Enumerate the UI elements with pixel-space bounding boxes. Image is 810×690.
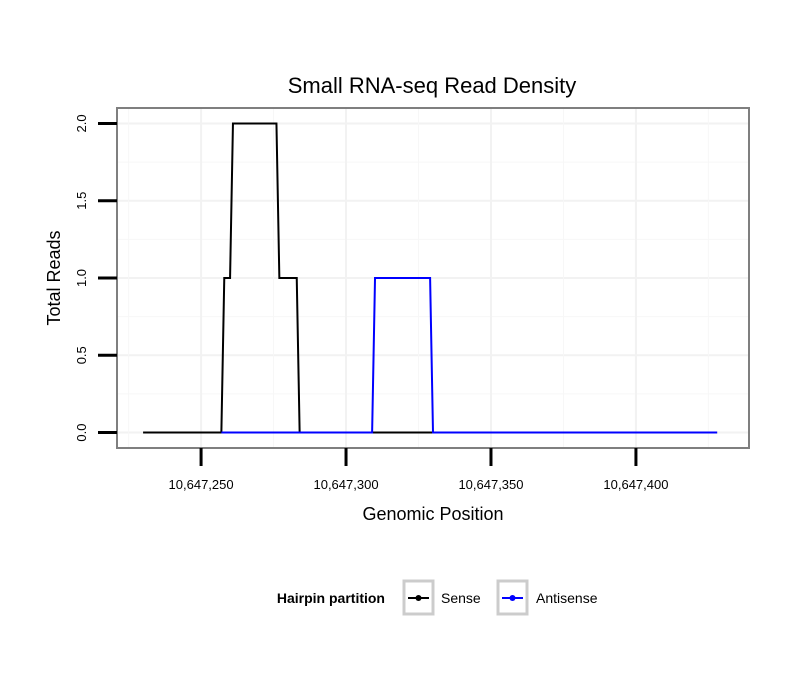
series-line-sense — [143, 122, 718, 434]
legend-item-antisense: Antisense — [496, 579, 598, 616]
x-tick-label-0: 10,647,250 — [169, 477, 234, 492]
x-tick-label-3: 10,647,400 — [603, 477, 668, 492]
y-axis: 0.0 0.5 1.0 1.5 2.0 — [74, 114, 117, 442]
chart-title: Small RNA-seq Read Density — [288, 73, 577, 98]
legend-key-sense-point — [415, 595, 422, 601]
legend-title: Hairpin partition — [277, 590, 385, 606]
x-tick-label-1: 10,647,300 — [313, 477, 378, 492]
y-tick-label-2: 1.0 — [74, 269, 89, 287]
legend-item-sense: Sense — [402, 579, 481, 616]
x-tick-label-2: 10,647,350 — [458, 477, 523, 492]
y-tick-label-1: 0.5 — [74, 346, 89, 364]
x-axis-title: Genomic Position — [362, 504, 503, 524]
legend-label-antisense: Antisense — [536, 590, 598, 606]
y-tick-label-0: 0.0 — [74, 424, 89, 442]
x-axis: 10,647,250 10,647,300 10,647,350 10,647,400 — [169, 448, 668, 492]
y-tick-label-4: 2.0 — [74, 114, 89, 132]
legend-label-sense: Sense — [441, 590, 481, 606]
legend: Hairpin partition Sense Antisense — [277, 579, 598, 616]
series-lines — [143, 122, 718, 434]
series-line-antisense — [221, 277, 718, 434]
legend-key-antisense-point — [509, 595, 516, 601]
y-tick-label-3: 1.5 — [74, 192, 89, 210]
y-axis-title: Total Reads — [44, 230, 64, 325]
